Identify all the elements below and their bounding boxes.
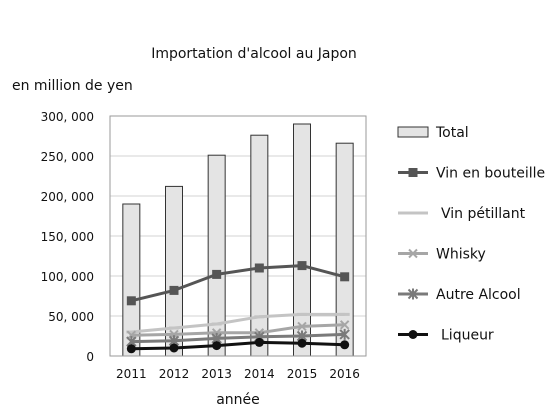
point-vin-petillant-2016 <box>339 312 350 316</box>
gridlines <box>110 115 366 317</box>
point-vin-petillant-2015 <box>297 312 307 316</box>
legend-item-whisky: Whisky <box>398 247 486 263</box>
legend-item-total: Total <box>397 125 469 141</box>
y-axis-label: en million de yen <box>12 78 133 94</box>
series-line-autre-alcool <box>131 332 345 344</box>
x-tick-label: 2011 <box>116 367 147 381</box>
legend-item-vin-petillant: Vin pétillant <box>398 206 526 222</box>
point-vin-petillant-2014 <box>254 315 265 319</box>
bar-total-2014 <box>250 134 269 357</box>
point-vin-en-bouteille-2015 <box>297 261 307 271</box>
chart-title: Importation d'alcool au Japon <box>151 46 357 62</box>
legend-marker <box>408 330 418 339</box>
point-vin-petillant-2011 <box>126 330 137 334</box>
legend-label: Vin pétillant <box>441 206 526 222</box>
x-axis-label: année <box>216 392 260 408</box>
legend-label: Liqueur <box>441 328 494 344</box>
y-tick-label: 100, 000 <box>41 270 94 284</box>
axes: 0 50, 000 100, 000 150, 000 200, 000 250, 000… <box>41 110 367 381</box>
point-liqueur-2014 <box>254 337 264 347</box>
legend-label: Autre Alcool <box>436 287 521 303</box>
legend-marker <box>407 288 419 300</box>
y-tick-label: 200, 000 <box>41 190 94 204</box>
x-tick-label: 2012 <box>159 367 190 381</box>
y-tick-label: 150, 000 <box>41 230 94 244</box>
legend-label: Whisky <box>436 247 486 263</box>
y-tick-label: 250, 000 <box>41 150 94 164</box>
bars <box>122 123 354 357</box>
legend-item-vin-en-bouteille: Vin en bouteille <box>398 166 545 182</box>
bar-total-2015 <box>293 123 311 357</box>
x-tick-label: 2013 <box>201 367 232 381</box>
bar-total-2012 <box>165 185 183 357</box>
point-whisky-2015 <box>297 321 307 332</box>
x-tick-label: 2016 <box>329 367 360 381</box>
point-liqueur-2013 <box>212 341 222 351</box>
point-vin-petillant-2013 <box>211 322 222 326</box>
point-liqueur-2012 <box>169 343 179 353</box>
point-vin-petillant-2012 <box>169 326 179 330</box>
series-line-liqueur <box>131 340 345 351</box>
y-tick-label: 50, 000 <box>48 310 94 324</box>
point-autre-alcool-2016 <box>339 328 350 340</box>
point-liqueur-2016 <box>340 340 350 350</box>
legend-swatch <box>397 126 429 138</box>
legend-marker <box>408 168 418 177</box>
legend-marker <box>408 211 418 215</box>
point-vin-en-bouteille-2014 <box>254 263 264 273</box>
x-tick-label: 2014 <box>244 367 275 381</box>
x-tick-label: 2015 <box>287 367 318 381</box>
y-tick-label: 300, 000 <box>41 110 94 124</box>
legend: Total Vin en bouteille Vin pétillant Whisky… <box>397 125 545 344</box>
legend-item-liqueur: Liqueur <box>398 328 494 344</box>
plot-frame <box>109 115 367 357</box>
y-tick-label: 0 <box>86 350 94 364</box>
series-line-whisky <box>131 323 345 337</box>
point-liqueur-2015 <box>297 338 307 348</box>
point-liqueur-2011 <box>126 344 136 354</box>
point-vin-en-bouteille-2016 <box>340 272 350 282</box>
legend-label: Total <box>435 125 469 141</box>
legend-marker <box>408 248 418 259</box>
point-vin-en-bouteille-2011 <box>126 296 136 306</box>
series-lines <box>126 261 350 354</box>
legend-label: Vin en bouteille <box>436 166 545 182</box>
point-whisky-2016 <box>339 320 350 330</box>
point-vin-en-bouteille-2013 <box>212 269 222 279</box>
point-vin-en-bouteille-2012 <box>169 285 179 295</box>
series-line-vin-petillant <box>131 312 345 334</box>
series-line-vin-en-bouteille <box>130 264 346 303</box>
legend-item-autre-alcool: Autre Alcool <box>398 287 521 303</box>
